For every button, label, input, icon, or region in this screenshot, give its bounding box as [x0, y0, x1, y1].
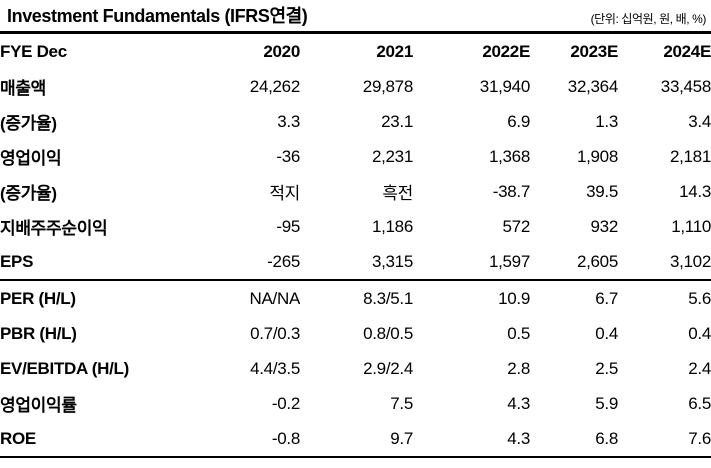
cell-value: 2.4 [688, 358, 711, 378]
cell-value: 572 [502, 216, 530, 236]
cell-value: 39.5 [586, 181, 618, 201]
row-label: ROE [0, 428, 36, 448]
cell-value: 1,186 [371, 216, 413, 236]
unit-note: (단위: 십억원, 원, 배, %) [590, 12, 707, 26]
table-row-roe: ROE -0.8 9.7 4.3 6.8 7.6 [0, 421, 711, 457]
row-label: 영업이익률 [0, 396, 77, 415]
table-row-op-margin: 영업이익률 -0.2 7.5 4.3 5.9 6.5 [0, 386, 711, 421]
cell-value: 0.5 [507, 323, 530, 343]
table-row-ev-ebitda: EV/EBITDA (H/L) 4.4/3.5 2.9/2.4 2.8 2.5 … [0, 351, 711, 386]
row-label: EPS [0, 244, 196, 281]
cell-value: 14.3 [679, 181, 711, 201]
cell-value: 32,364 [567, 76, 618, 96]
table-row-net-profit: 지배주주순이익 -95 1,186 572 932 1,110 [0, 209, 711, 244]
cell-value: 3,315 [300, 244, 413, 281]
table-row-header: FYE Dec 2020 2021 2022E 2023E 2024E [0, 34, 711, 69]
table-row-per: PER (H/L) NA/NA 8.3/5.1 10.9 6.7 5.6 [0, 280, 711, 316]
cell-value: 적지 [269, 184, 300, 203]
cell-value: -0.2 [271, 393, 300, 413]
row-label: 영업이익 [0, 149, 62, 168]
table-header-bar: Investment Fundamentals (IFRS연결) (단위: 십억… [0, 0, 711, 34]
cell-value: 0.4 [688, 323, 711, 343]
row-label: 매출액 [0, 79, 47, 98]
table-row-sales-growth: (증가율) 3.3 23.1 6.9 1.3 3.4 [0, 104, 711, 139]
year-column-header: 2024E [663, 41, 711, 61]
cell-value: 1,908 [576, 146, 618, 166]
row-label: 지배주주순이익 [0, 219, 108, 238]
cell-value: -36 [276, 146, 300, 166]
cell-value: -0.8 [271, 428, 300, 448]
cell-value: 9.7 [390, 428, 413, 448]
cell-value: 5.6 [688, 288, 711, 308]
cell-value: 5.9 [595, 393, 618, 413]
table-row-op-growth: (증가율) 적지 흑전 -38.7 39.5 14.3 [0, 174, 711, 209]
fye-header-label: FYE Dec [0, 41, 67, 61]
table-row-eps: EPS -265 3,315 1,597 2,605 3,102 [0, 244, 711, 281]
table-row-operating-profit: 영업이익 -36 2,231 1,368 1,908 2,181 [0, 139, 711, 174]
cell-value: 23.1 [381, 111, 413, 131]
cell-value: 0.7/0.3 [250, 323, 300, 343]
cell-value: -265 [196, 244, 300, 281]
cell-value: 7.6 [688, 428, 711, 448]
cell-value: 1,597 [413, 244, 530, 281]
cell-value: 0.8/0.5 [363, 323, 413, 343]
cell-value: 932 [590, 216, 618, 236]
cell-value: 1,110 [671, 216, 711, 236]
cell-value: 3,102 [618, 244, 711, 281]
page-title: Investment Fundamentals (IFRS연결) [7, 6, 308, 26]
cell-value: -38.7 [492, 181, 530, 201]
cell-value: 0.4 [595, 323, 618, 343]
cell-value: 2.8 [507, 358, 530, 378]
cell-value: 4.3 [507, 393, 530, 413]
row-label: PER (H/L) [0, 288, 76, 308]
table-row-pbr: PBR (H/L) 0.7/0.3 0.8/0.5 0.5 0.4 0.4 [0, 316, 711, 351]
year-column-header: 2023E [570, 41, 618, 61]
cell-value: 10.9 [498, 288, 530, 308]
cell-value: 4.4/3.5 [250, 358, 300, 378]
cell-value: 3.4 [688, 111, 711, 131]
cell-value: 24,262 [249, 76, 300, 96]
cell-value: 3.3 [277, 111, 300, 131]
cell-value: 2,605 [530, 244, 618, 281]
row-label: (증가율) [0, 184, 57, 203]
cell-value: 6.7 [595, 288, 618, 308]
cell-value: 2.9/2.4 [363, 358, 413, 378]
cell-value: 6.5 [688, 393, 711, 413]
cell-value: 6.9 [507, 111, 530, 131]
cell-value: 2.5 [595, 358, 618, 378]
row-label: PBR (H/L) [0, 323, 77, 343]
row-label: (증가율) [0, 114, 57, 133]
cell-value: 8.3/5.1 [363, 288, 413, 308]
cell-value: 2,181 [669, 146, 711, 166]
table-row-sales: 매출액 24,262 29,878 31,940 32,364 33,458 [0, 69, 711, 104]
cell-value: 흑전 [382, 184, 413, 203]
cell-value: 7.5 [390, 393, 413, 413]
row-label: EV/EBITDA (H/L) [0, 358, 129, 378]
cell-value: 2,231 [371, 146, 413, 166]
cell-value: 29,878 [362, 76, 413, 96]
cell-value: 1,368 [488, 146, 530, 166]
fundamentals-table: FYE Dec 2020 2021 2022E 2023E 2024E 매출액 … [0, 34, 711, 458]
year-column-header: 2020 [263, 41, 300, 61]
cell-value: -95 [276, 216, 300, 236]
cell-value: 6.8 [595, 428, 618, 448]
year-column-header: 2022E [482, 41, 530, 61]
cell-value: 4.3 [507, 428, 530, 448]
cell-value: NA/NA [249, 288, 300, 308]
cell-value: 1.3 [595, 111, 618, 131]
cell-value: 31,940 [479, 76, 530, 96]
cell-value: 33,458 [660, 76, 711, 96]
year-column-header: 2021 [376, 41, 413, 61]
